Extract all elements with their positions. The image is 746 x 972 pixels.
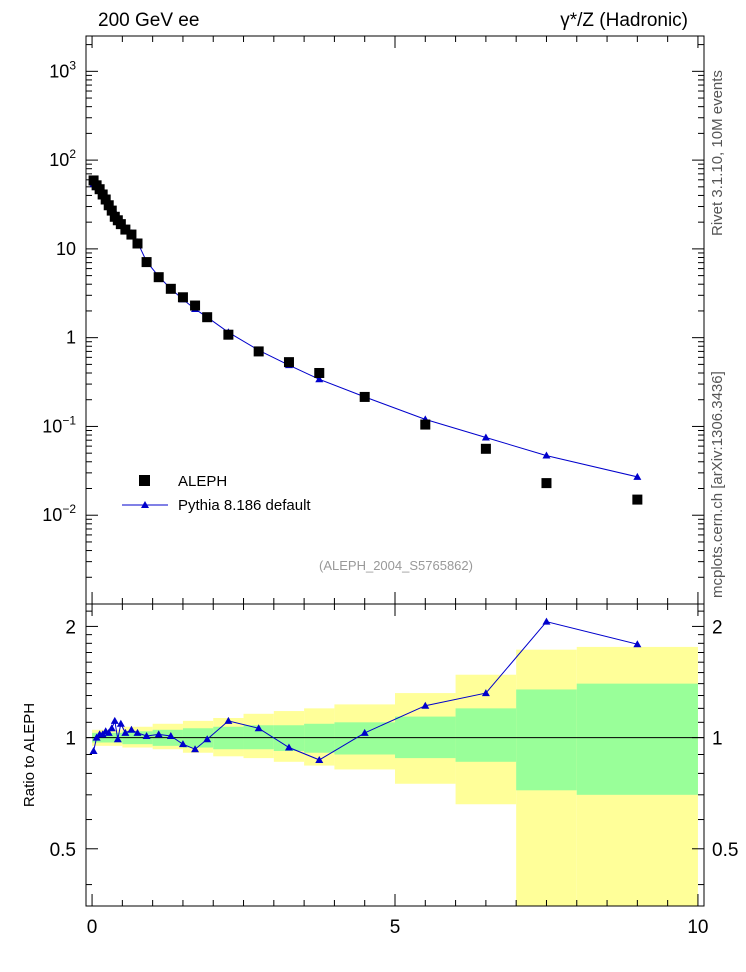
data-point bbox=[106, 205, 117, 216]
analysis-id-label: (ALEPH_2004_S5765862) bbox=[319, 558, 473, 573]
ratio-mc-point bbox=[224, 716, 233, 724]
ratio-mc-point bbox=[142, 732, 151, 740]
data-point bbox=[153, 272, 164, 283]
data-point bbox=[100, 194, 111, 205]
data-point bbox=[202, 312, 213, 323]
ratio-mc-point bbox=[133, 728, 142, 736]
ratio-mc-point bbox=[104, 728, 113, 736]
data-point bbox=[314, 367, 325, 378]
rivet-version-label: Rivet 3.1.10, 10M events bbox=[709, 70, 726, 236]
mcplots-label: mcplots.cern.ch [arXiv:1306.3436] bbox=[709, 371, 726, 598]
data-point bbox=[126, 229, 137, 240]
ratio-mc-point bbox=[360, 728, 369, 736]
legend-data-marker bbox=[139, 475, 150, 486]
y-tick-label: 1 bbox=[66, 328, 76, 348]
data-point bbox=[132, 238, 143, 249]
mc-series-main bbox=[89, 179, 642, 480]
ratio-y-label: Ratio to ALEPH bbox=[21, 703, 38, 807]
main-frame bbox=[85, 35, 705, 605]
data-point bbox=[541, 478, 552, 489]
inner-band-bin bbox=[334, 722, 395, 755]
ratio-mc-point bbox=[421, 701, 430, 709]
ratio-mc-point bbox=[284, 743, 293, 751]
inner-band-bin bbox=[576, 683, 698, 795]
mc-point bbox=[315, 375, 324, 383]
legend-mc-marker bbox=[141, 501, 149, 508]
mc-point bbox=[633, 472, 642, 480]
data-point bbox=[97, 189, 108, 200]
data-point bbox=[115, 219, 126, 230]
ratio-mc-point bbox=[113, 735, 122, 743]
ratio-mc-point bbox=[127, 725, 136, 733]
uncertainty-bands bbox=[92, 646, 698, 906]
ratio-mc-point bbox=[633, 640, 642, 648]
inner-band-bin bbox=[455, 708, 517, 762]
data-point bbox=[94, 184, 105, 195]
ratio-mc-point bbox=[481, 689, 490, 697]
data-point bbox=[632, 494, 643, 505]
y-tick-label: 103 bbox=[49, 58, 76, 81]
ratio-mc-point bbox=[254, 724, 263, 732]
ratio-panel: 0.5 0.5 1 1 2 2 0 5 10 Ratio to ALEPH bbox=[21, 603, 738, 938]
mc-series-ratio bbox=[89, 617, 642, 763]
y-tick-label: 10−2 bbox=[42, 502, 76, 525]
ratio-axis-ticks: 0.5 0.5 1 1 2 2 0 5 10 bbox=[50, 604, 738, 938]
y-tick-label: 102 bbox=[49, 147, 76, 170]
legend: ALEPH Pythia 8.186 default bbox=[122, 473, 311, 514]
data-point bbox=[480, 443, 491, 454]
ratio-y-tick-label-right: 2 bbox=[712, 617, 723, 638]
main-panel: 10−2 10−1 1 10 102 103 (ALEPH_2004_S5765862) bbox=[42, 35, 705, 605]
ratio-mc-point bbox=[116, 719, 125, 727]
data-point bbox=[165, 283, 176, 294]
legend-data-label: ALEPH bbox=[178, 473, 227, 490]
x-tick-label: 10 bbox=[687, 917, 708, 938]
legend-mc-label: Pythia 8.186 default bbox=[178, 497, 311, 514]
x-tick-label: 0 bbox=[87, 917, 98, 938]
data-point bbox=[120, 224, 131, 235]
ratio-mc-point bbox=[121, 728, 130, 736]
ratio-mc-point bbox=[542, 617, 551, 625]
ratio-frame bbox=[85, 603, 705, 907]
data-point bbox=[253, 346, 264, 357]
data-series-main bbox=[88, 175, 643, 505]
main-axis-ticks: 10−2 10−1 1 10 102 103 bbox=[42, 36, 704, 605]
x-tick-label: 5 bbox=[390, 917, 401, 938]
mc-point bbox=[481, 433, 490, 441]
y-tick-label: 10 bbox=[56, 239, 76, 259]
data-point bbox=[223, 329, 234, 340]
data-point bbox=[103, 200, 114, 211]
inner-band-bin bbox=[304, 723, 335, 753]
ratio-mc-point bbox=[191, 745, 200, 753]
data-point bbox=[359, 391, 370, 402]
ratio-mc-point bbox=[89, 746, 98, 754]
ratio-y-tick-label-right: 1 bbox=[712, 729, 723, 750]
data-point bbox=[283, 357, 294, 368]
ratio-y-tick-label: 2 bbox=[65, 617, 76, 638]
plot-title-right: γ*/Z (Hadronic) bbox=[560, 10, 688, 31]
inner-band-bin bbox=[516, 689, 577, 791]
plot-title-left: 200 GeV ee bbox=[98, 10, 199, 31]
ratio-mc-point bbox=[166, 732, 175, 740]
data-point bbox=[420, 419, 431, 430]
data-point bbox=[177, 292, 188, 303]
ratio-mc-point bbox=[110, 716, 119, 724]
ratio-mc-point bbox=[154, 730, 163, 738]
ratio-mc-point bbox=[203, 735, 212, 743]
ratio-y-tick-label-right: 0.5 bbox=[712, 840, 738, 861]
ratio-mc-point bbox=[315, 755, 324, 763]
ratio-mc-point bbox=[178, 740, 187, 748]
ratio-y-tick-label: 1 bbox=[65, 729, 76, 750]
mc-point bbox=[542, 451, 551, 459]
data-point bbox=[141, 257, 152, 268]
ratio-y-tick-label: 0.5 bbox=[50, 840, 76, 861]
data-point bbox=[190, 300, 201, 311]
ratio-mc-point bbox=[107, 724, 116, 732]
mc-line bbox=[93, 183, 638, 478]
y-tick-label: 10−1 bbox=[42, 413, 76, 436]
